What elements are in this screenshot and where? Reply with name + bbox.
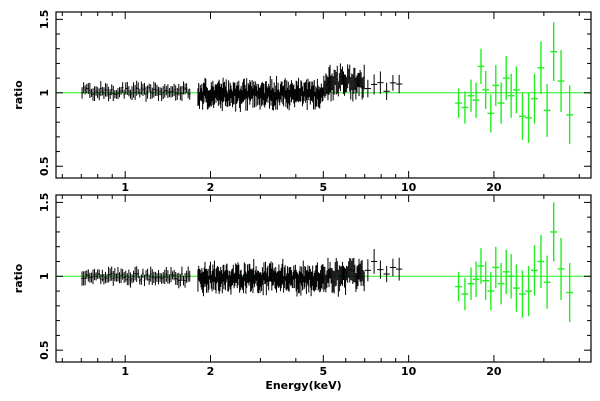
top-ratio-panel: 1 2 5 10 20 0.5 1 1.5 ratio xyxy=(12,10,592,194)
x-tick-label: 10 xyxy=(401,181,417,194)
soft-band-data xyxy=(81,249,403,297)
x-tick-label: 10 xyxy=(401,365,417,378)
x-axis-label: Energy(keV) xyxy=(265,379,341,392)
y-tick-label: 0.5 xyxy=(38,156,51,176)
x-tick-label: 2 xyxy=(207,365,215,378)
x-tick-label: 20 xyxy=(486,181,502,194)
x-tick-label: 20 xyxy=(486,365,502,378)
x-tick-label: 1 xyxy=(121,365,129,378)
hard-band-data xyxy=(455,202,574,323)
y-tick-label: 0.5 xyxy=(38,340,51,360)
soft-band-data xyxy=(81,63,403,112)
hard-band-data xyxy=(455,22,574,145)
y-tick-label: 1.5 xyxy=(38,193,51,213)
x-tick-label: 5 xyxy=(319,365,327,378)
y-axis-label: ratio xyxy=(12,263,25,293)
x-tick-label: 2 xyxy=(207,181,215,194)
y-axis-label: ratio xyxy=(12,80,25,110)
x-tick-label: 1 xyxy=(121,181,129,194)
y-tick-label: 1.5 xyxy=(38,10,51,30)
y-tick-label: 1 xyxy=(38,272,51,280)
x-tick-label: 5 xyxy=(319,181,327,194)
bottom-ratio-panel: 1 2 5 10 20 0.5 1 1.5 ratio Energy(keV) xyxy=(12,193,592,392)
y-tick-label: 1 xyxy=(38,89,51,97)
